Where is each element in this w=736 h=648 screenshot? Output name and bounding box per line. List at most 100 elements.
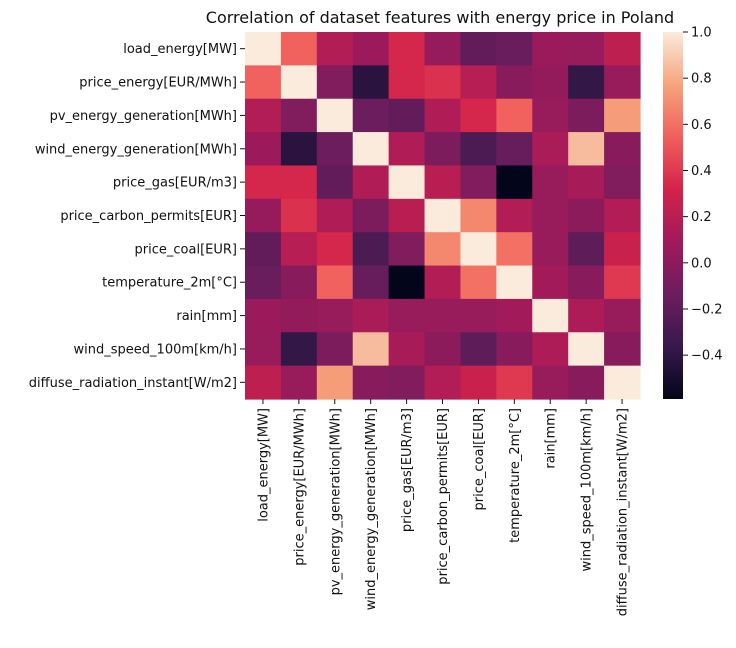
heatmap-cell <box>532 298 569 333</box>
heatmap-cell <box>280 32 318 66</box>
heatmap-cell <box>388 98 426 133</box>
row-label-pv-energy-generation-mwh: pv_energy_generation[MWh] <box>50 109 237 124</box>
heatmap-cell <box>388 232 426 267</box>
heatmap-cell <box>532 232 569 267</box>
heatmap-cell <box>316 165 354 200</box>
heatmap-cell <box>424 32 462 66</box>
heatmap-cell <box>604 32 641 66</box>
heatmap-cell <box>316 232 354 267</box>
heatmap-cell <box>532 165 569 200</box>
heatmap-cell <box>316 365 354 400</box>
heatmap-cell <box>568 165 605 200</box>
row-labels: load_energy[MW] price_energy[EUR/MWh] pv_e… <box>29 42 245 391</box>
heatmap-cell <box>245 265 282 300</box>
heatmap-cell <box>388 65 426 100</box>
heatmap-cell <box>568 198 605 233</box>
heatmap-cell <box>245 365 282 400</box>
heatmap-cell <box>604 132 641 167</box>
heatmap-cell <box>280 165 318 200</box>
heatmap-cell <box>245 332 282 367</box>
column-label-price-carbon-permits-eur: price_carbon_permits[EUR] <box>436 408 451 585</box>
heatmap-cell <box>496 98 533 133</box>
colorbar: −0.4 −0.2 0.0 0.2 0.4 0.6 0.8 1.0 <box>663 26 723 399</box>
heatmap-cell <box>532 32 569 66</box>
heatmap-cell <box>460 298 497 333</box>
heatmap-cell <box>424 198 462 233</box>
row-label-price-energy-eur-mwh: price_energy[EUR/MWh] <box>79 76 237 91</box>
heatmap-cell <box>280 132 318 167</box>
heatmap-cell <box>352 165 390 200</box>
heatmap-cell <box>352 265 390 300</box>
row-label-price-carbon-permits-eur: price_carbon_permits[EUR] <box>60 209 237 224</box>
heatmap-cell <box>496 365 533 400</box>
heatmap-cell <box>532 265 569 300</box>
row-label-load-energy-mw: load_energy[MW] <box>123 42 237 57</box>
heatmap-cell <box>388 165 426 200</box>
heatmap-cell <box>352 65 390 100</box>
heatmap-cell <box>316 198 354 233</box>
heatmap-cell <box>388 365 426 400</box>
heatmap-cell <box>532 365 569 400</box>
heatmap-cell <box>352 332 390 367</box>
heatmap-cell <box>424 298 462 333</box>
heatmap-cell <box>280 265 318 300</box>
heatmap-cell <box>532 198 569 233</box>
row-label-temperature-2m-c: temperature_2m[°C] <box>102 276 237 291</box>
colorbar-tick-label: 0.4 <box>691 164 712 179</box>
heatmap-cell <box>424 65 462 100</box>
heatmap-cell <box>496 132 533 167</box>
heatmap-cell <box>245 198 282 233</box>
heatmap-cell <box>280 98 318 133</box>
column-label-price-gas-eur-m3: price_gas[EUR/m3] <box>400 408 415 532</box>
heatmap-cell <box>424 232 462 267</box>
heatmap-cell <box>388 332 426 367</box>
heatmap-cell <box>280 332 318 367</box>
column-label-price-energy-eur-mwh: price_energy[EUR/MWh] <box>292 408 307 566</box>
heatmap-cell <box>352 232 390 267</box>
heatmap-cell <box>460 165 497 200</box>
heatmap-cell <box>460 65 497 100</box>
column-label-load-energy-mw: load_energy[MW] <box>256 408 271 522</box>
heatmap-cell <box>460 98 497 133</box>
row-label-wind-speed-100m-km-h: wind_speed_100m[km/h] <box>74 342 237 357</box>
heatmap-cell <box>568 232 605 267</box>
heatmap-cell <box>604 198 641 233</box>
heatmap-cell <box>280 232 318 267</box>
heatmap-cell <box>532 65 569 100</box>
heatmap-cell <box>316 98 354 133</box>
heatmap-cell <box>352 132 390 167</box>
colorbar-tick-label: 0.2 <box>691 210 712 225</box>
colorbar-tick-label: 0.8 <box>691 72 712 87</box>
heatmap-cell <box>460 132 497 167</box>
heatmap-cell <box>460 365 497 400</box>
row-label-diffuse-radiation-instant-w-m2: diffuse_radiation_instant[W/m2] <box>29 376 237 391</box>
heatmap-cell <box>496 298 533 333</box>
heatmap-cell <box>280 298 318 333</box>
heatmap-cell <box>280 365 318 400</box>
heatmap-cell <box>245 132 282 167</box>
colorbar-tick-label: 0.0 <box>691 256 712 271</box>
heatmap-cell <box>568 65 605 100</box>
heatmap-cell <box>568 32 605 66</box>
heatmap-cell <box>568 332 605 367</box>
heatmap-cell <box>496 32 533 66</box>
heatmap-cell <box>245 98 282 133</box>
heatmap-cell <box>496 232 533 267</box>
row-label-rain-mm: rain[mm] <box>176 309 237 324</box>
chart-title: Correlation of dataset features with ene… <box>206 8 674 27</box>
heatmap-cell <box>604 65 641 100</box>
heatmap-cell <box>280 198 318 233</box>
column-label-wind-energy-generation-mwh: wind_energy_generation[MWh] <box>364 408 379 610</box>
heatmap-cell <box>316 332 354 367</box>
heatmap-cell <box>496 165 533 200</box>
heatmap-cell <box>532 332 569 367</box>
heatmap-cell <box>568 98 605 133</box>
heatmap-cell <box>496 198 533 233</box>
heatmap-cell <box>604 298 641 333</box>
heatmap-cell <box>316 265 354 300</box>
column-label-temperature-2m-c: temperature_2m[°C] <box>508 408 523 543</box>
heatmap-cell <box>352 198 390 233</box>
column-labels: load_energy[MW] price_energy[EUR/MWh] pv_e… <box>256 399 631 616</box>
column-label-rain-mm: rain[mm] <box>544 408 559 469</box>
heatmap-cell <box>245 65 282 100</box>
